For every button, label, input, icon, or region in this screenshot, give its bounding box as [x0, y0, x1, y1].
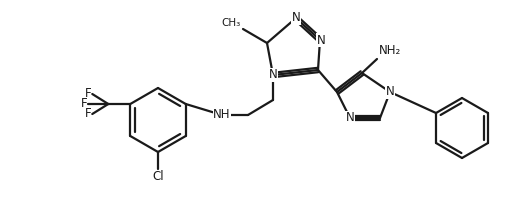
Text: N: N	[346, 111, 355, 124]
Text: Cl: Cl	[152, 170, 164, 183]
Text: N: N	[292, 12, 301, 24]
Text: NH: NH	[213, 109, 231, 121]
Text: CH₃: CH₃	[222, 18, 241, 28]
Text: NH₂: NH₂	[379, 44, 401, 57]
Text: N: N	[269, 68, 277, 82]
Text: N: N	[316, 34, 325, 46]
Text: F: F	[81, 97, 87, 111]
Text: F: F	[85, 107, 91, 121]
Text: N: N	[386, 85, 394, 99]
Text: F: F	[85, 87, 91, 100]
